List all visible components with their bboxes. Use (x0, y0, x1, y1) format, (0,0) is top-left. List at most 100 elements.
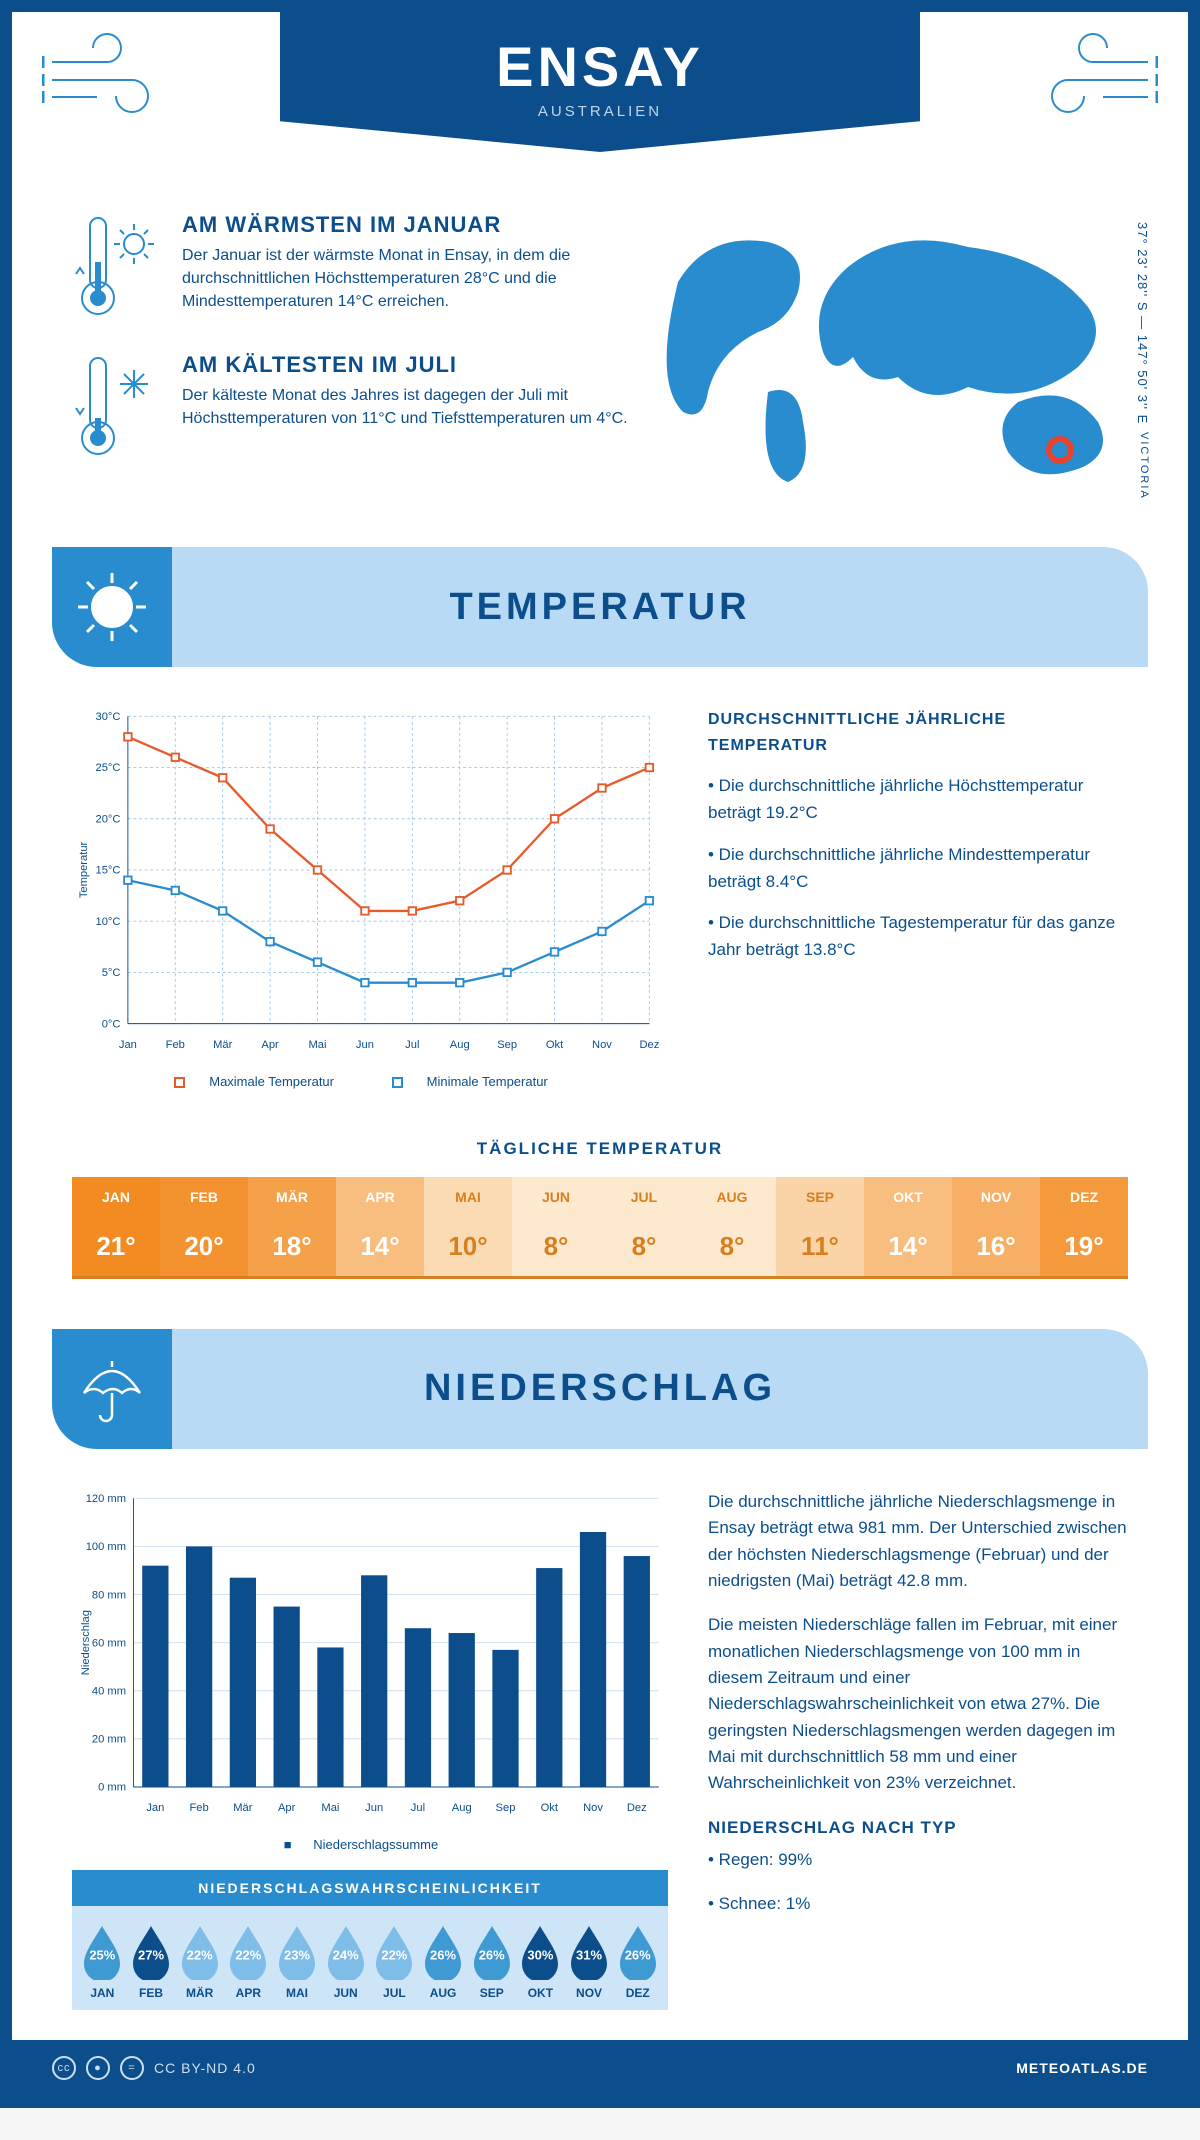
page: ENSAY AUSTRALIEN AM WÄRMSTEN IM JANUAR D… (0, 0, 1200, 2108)
prob-cell: 22%MÄR (175, 1924, 224, 2000)
prob-cell: 27%FEB (127, 1924, 176, 2000)
by-icon: ● (86, 2056, 110, 2080)
section-header-precip: NIEDERSCHLAG (52, 1329, 1148, 1449)
fact-coldest: AM KÄLTESTEN IM JULI Der kälteste Monat … (72, 352, 648, 462)
fact-warmest: AM WÄRMSTEN IM JANUAR Der Januar ist der… (72, 212, 648, 322)
footer: cc ● = CC BY-ND 4.0 METEOATLAS.DE (12, 2040, 1188, 2096)
prob-cell: 26%DEZ (613, 1924, 662, 2000)
daily-temp-cell: JUN8° (512, 1177, 600, 1279)
temperature-line-chart: 0°C5°C10°C15°C20°C25°C30°CJanFebMärAprMa… (72, 707, 668, 1089)
svg-text:Feb: Feb (166, 1039, 185, 1051)
svg-text:Aug: Aug (450, 1039, 470, 1051)
svg-text:Sep: Sep (496, 1802, 516, 1814)
svg-text:Jan: Jan (119, 1039, 137, 1051)
world-map-icon (648, 212, 1128, 502)
daily-temp-cell: MÄR18° (248, 1177, 336, 1279)
daily-temp-cell: FEB20° (160, 1177, 248, 1279)
summary-bullet: • Die durchschnittliche jährliche Mindes… (708, 841, 1128, 895)
svg-text:Mär: Mär (213, 1039, 232, 1051)
svg-text:80 mm: 80 mm (92, 1589, 126, 1601)
svg-text:Mai: Mai (321, 1802, 339, 1814)
svg-text:120 mm: 120 mm (86, 1493, 126, 1505)
temperature-summary: DURCHSCHNITTLICHE JÄHRLICHE TEMPERATUR •… (708, 707, 1128, 1089)
summary-bullet: • Die durchschnittliche jährliche Höchst… (708, 772, 1128, 826)
sun-icon (52, 547, 172, 667)
svg-text:Jun: Jun (356, 1039, 374, 1051)
chart-legend: ■ Niederschlagssumme (72, 1837, 668, 1852)
svg-text:60 mm: 60 mm (92, 1637, 126, 1649)
prob-title: NIEDERSCHLAGSWAHRSCHEINLICHKEIT (72, 1870, 668, 1906)
section-title: TEMPERATUR (449, 586, 750, 629)
prob-cell: 25%JAN (78, 1924, 127, 2000)
svg-text:25°C: 25°C (95, 762, 120, 774)
daily-temp-cell: NOV16° (952, 1177, 1040, 1279)
prob-cell: 26%SEP (467, 1924, 516, 2000)
prob-cell: 23%MAI (273, 1924, 322, 2000)
thermometer-sun-icon (72, 212, 162, 322)
precip-type-heading: NIEDERSCHLAG NACH TYP (708, 1815, 1128, 1841)
summary-heading: DURCHSCHNITTLICHE JÄHRLICHE TEMPERATUR (708, 707, 1128, 758)
prob-cell: 30%OKT (516, 1924, 565, 2000)
wind-icon (1028, 32, 1158, 122)
prob-cell: 31%NOV (565, 1924, 614, 2000)
wind-icon (42, 32, 172, 122)
prob-cell: 22%APR (224, 1924, 273, 2000)
cc-icon: cc (52, 2056, 76, 2080)
daily-temp-table: JAN21°FEB20°MÄR18°APR14°MAI10°JUN8°JUL8°… (72, 1177, 1128, 1279)
precip-probability-panel: NIEDERSCHLAGSWAHRSCHEINLICHKEIT 25%JAN27… (72, 1870, 668, 2010)
svg-text:Okt: Okt (546, 1039, 564, 1051)
intro-row: AM WÄRMSTEN IM JANUAR Der Januar ist der… (12, 202, 1188, 547)
summary-bullet: • Die durchschnittliche Tagestemperatur … (708, 909, 1128, 963)
daily-temp-cell: JUL8° (600, 1177, 688, 1279)
svg-text:Nov: Nov (583, 1802, 603, 1814)
svg-text:Feb: Feb (189, 1802, 208, 1814)
precip-type-bullet: • Regen: 99% (708, 1847, 1128, 1873)
thermometer-snow-icon (72, 352, 162, 462)
precip-type-bullet: • Schnee: 1% (708, 1891, 1128, 1917)
page-title: ENSAY (280, 34, 920, 99)
svg-text:Jan: Jan (146, 1802, 164, 1814)
precip-paragraph: Die meisten Niederschläge fallen im Febr… (708, 1612, 1128, 1796)
license-text: CC BY-ND 4.0 (154, 2060, 256, 2076)
prob-cell: 24%JUN (321, 1924, 370, 2000)
svg-text:Sep: Sep (497, 1039, 517, 1051)
prob-cell: 22%JUL (370, 1924, 419, 2000)
region-label: VICTORIA (1138, 432, 1150, 500)
svg-text:5°C: 5°C (102, 967, 121, 979)
svg-text:20 mm: 20 mm (92, 1733, 126, 1745)
daily-temp-cell: AUG8° (688, 1177, 776, 1279)
svg-text:Nov: Nov (592, 1039, 612, 1051)
svg-text:Jun: Jun (365, 1802, 383, 1814)
svg-text:Jul: Jul (411, 1802, 425, 1814)
chart-legend: Maximale Temperatur Minimale Temperatur (72, 1074, 668, 1089)
svg-text:Mai: Mai (309, 1039, 327, 1051)
svg-text:Apr: Apr (278, 1802, 296, 1814)
umbrella-icon (52, 1329, 172, 1449)
fact-body: Der kälteste Monat des Jahres ist dagege… (182, 384, 648, 430)
daily-temp-cell: JAN21° (72, 1177, 160, 1279)
svg-text:10°C: 10°C (95, 916, 120, 928)
precip-paragraph: Die durchschnittliche jährliche Niedersc… (708, 1489, 1128, 1594)
svg-text:40 mm: 40 mm (92, 1685, 126, 1697)
world-map-block: 37° 23' 28'' S — 147° 50' 3'' E VICTORIA (648, 212, 1128, 507)
section-header-temperature: TEMPERATUR (52, 547, 1148, 667)
svg-text:Dez: Dez (627, 1802, 647, 1814)
header: ENSAY AUSTRALIEN (12, 12, 1188, 202)
daily-temp-cell: OKT14° (864, 1177, 952, 1279)
svg-text:Jul: Jul (405, 1039, 419, 1051)
svg-text:Temperatur: Temperatur (78, 841, 90, 898)
svg-text:Apr: Apr (261, 1039, 279, 1051)
fact-title: AM KÄLTESTEN IM JULI (182, 352, 648, 378)
section-title: NIEDERSCHLAG (424, 1367, 776, 1410)
precip-summary: Die durchschnittliche jährliche Niedersc… (708, 1489, 1128, 2010)
svg-text:0 mm: 0 mm (98, 1782, 126, 1794)
coordinates: 37° 23' 28'' S — 147° 50' 3'' E (1135, 222, 1150, 424)
daily-temp-cell: SEP11° (776, 1177, 864, 1279)
svg-text:Okt: Okt (541, 1802, 559, 1814)
daily-temp-cell: MAI10° (424, 1177, 512, 1279)
svg-text:Mär: Mär (233, 1802, 252, 1814)
legend-precip: Niederschlagssumme (313, 1837, 438, 1852)
svg-text:20°C: 20°C (95, 813, 120, 825)
svg-text:Niederschlag: Niederschlag (80, 1610, 92, 1675)
svg-text:0°C: 0°C (102, 1018, 121, 1030)
